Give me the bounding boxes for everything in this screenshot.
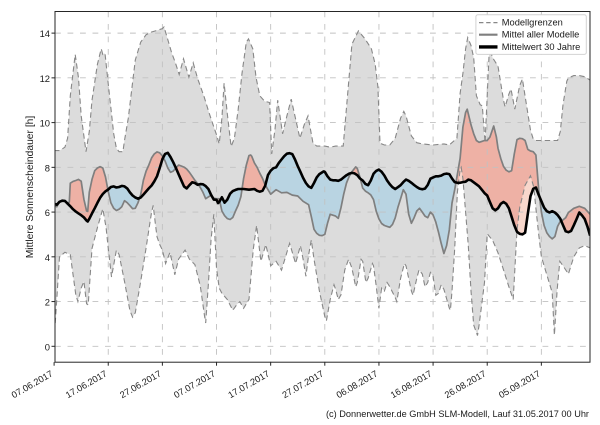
svg-text:6: 6 bbox=[45, 207, 50, 218]
svg-text:(c) Donnerwetter.de GmbH SLM-M: (c) Donnerwetter.de GmbH SLM-Modell, Lau… bbox=[326, 409, 589, 419]
svg-text:10: 10 bbox=[40, 118, 50, 129]
svg-text:14: 14 bbox=[40, 28, 50, 39]
svg-text:Mittel aller Modelle: Mittel aller Modelle bbox=[502, 30, 580, 40]
svg-text:Mittelwert 30 Jahre: Mittelwert 30 Jahre bbox=[502, 42, 581, 52]
svg-text:8: 8 bbox=[45, 162, 50, 173]
svg-text:0: 0 bbox=[45, 341, 50, 352]
svg-text:12: 12 bbox=[40, 73, 50, 84]
svg-text:Mittlere Sonnenscheindauer [h]: Mittlere Sonnenscheindauer [h] bbox=[25, 116, 36, 259]
svg-text:2: 2 bbox=[45, 297, 50, 308]
svg-text:4: 4 bbox=[45, 252, 50, 263]
svg-text:Modellgrenzen: Modellgrenzen bbox=[502, 18, 563, 28]
